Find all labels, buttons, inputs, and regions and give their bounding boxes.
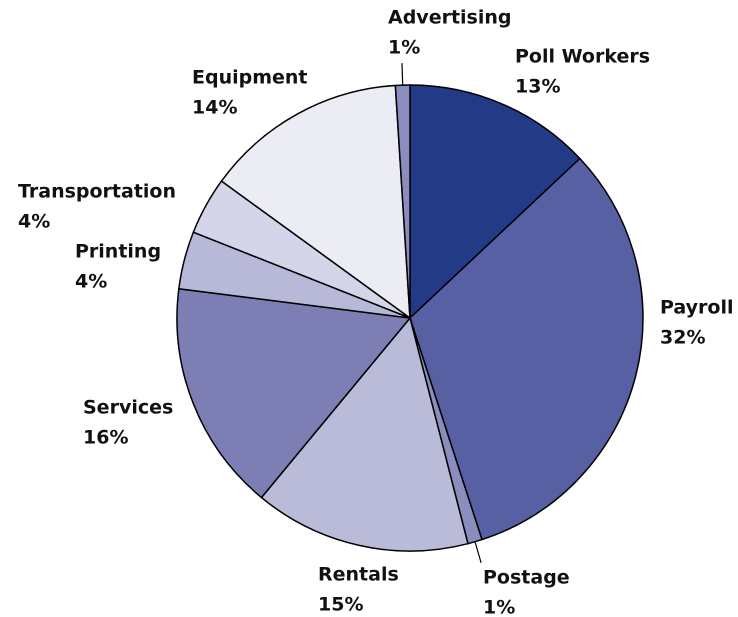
pie-slice: [260, 316, 469, 552]
slice-value-label: 4%: [75, 271, 107, 293]
pie-slice: [409, 84, 581, 320]
slice-label: Rentals: [318, 564, 399, 586]
slice-label: Postage: [483, 567, 570, 589]
pie-slice: [176, 287, 412, 499]
leader-line: [401, 63, 404, 86]
slice-label: Equipment: [192, 67, 308, 89]
pie-slice: [220, 84, 411, 320]
slice-value-label: 4%: [18, 211, 50, 233]
slice-value-label: 32%: [660, 327, 705, 349]
slice-value-label: 16%: [83, 427, 128, 449]
slice-label: Transportation: [18, 181, 176, 203]
slice-value-label: 1%: [388, 37, 420, 59]
leader-line: [474, 541, 482, 564]
slice-label: Poll Workers: [515, 46, 650, 68]
slice-value-label: 14%: [192, 97, 237, 119]
pie-slice: [394, 84, 411, 319]
slice-value-label: 1%: [483, 597, 515, 617]
slice-label: Payroll: [660, 297, 734, 319]
pie-slice: [409, 157, 644, 541]
slice-value-label: 15%: [318, 594, 363, 616]
slice-value-label: 13%: [515, 76, 560, 98]
slice-label: Advertising: [388, 7, 512, 29]
slice-label: Services: [83, 397, 173, 419]
slice-label: Printing: [75, 241, 161, 263]
